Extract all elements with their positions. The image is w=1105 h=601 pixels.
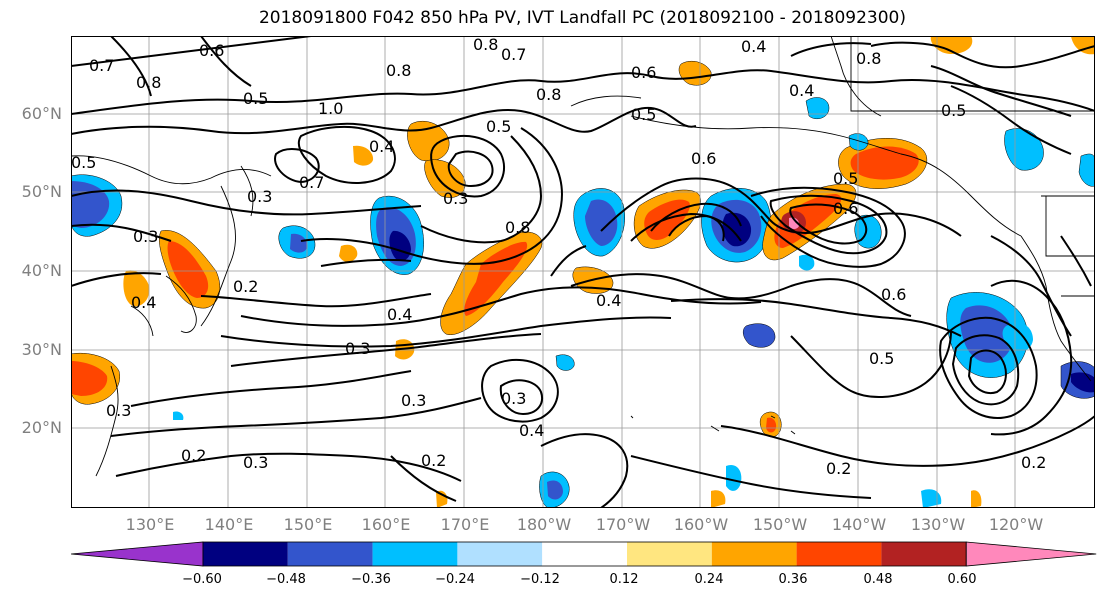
contour-label: 0.2	[233, 277, 258, 296]
colorbar-bins	[71, 541, 1097, 567]
lon-label-130w: 130°W	[910, 515, 966, 534]
colorbar-bin	[796, 542, 882, 566]
map-title: 2018091800 F042 850 hPa PV, IVT Landfall…	[258, 8, 906, 28]
contour-label: 0.3	[501, 389, 526, 408]
contour-label: 0.2	[1021, 453, 1046, 472]
contour-label: 0.6	[881, 285, 906, 304]
colorbar-tick-label: −0.24	[435, 572, 475, 587]
colorbar-tick-label: 0.48	[863, 572, 893, 587]
contour-label: 0.3	[106, 401, 131, 420]
contour-label: 0.5	[833, 169, 858, 188]
colorbar-frame	[202, 541, 967, 567]
colorbar-bin	[287, 542, 373, 566]
colorbar-tick-label: 0.12	[609, 572, 639, 587]
contour-label: 0.3	[247, 187, 272, 206]
colorbar	[71, 541, 1097, 567]
contour-label: 0.4	[519, 421, 544, 440]
contour-label: 1.0	[318, 99, 343, 118]
lon-label-160w: 160°W	[673, 515, 729, 534]
coastlines	[71, 36, 1095, 477]
contour-label: 0.8	[536, 85, 561, 104]
colorbar-bin	[711, 542, 797, 566]
contour-labels: 0.8 0.7 0.6 0.7 0.8 0.5 1.0 0.5 0.7 0.3 …	[71, 36, 1046, 478]
contour-label: 0.7	[501, 45, 526, 64]
contour-label: 0.5	[243, 89, 268, 108]
colorbar-extension-high	[965, 541, 1097, 567]
contour-label: 0.4	[369, 137, 394, 156]
lat-label-20: 20°N	[21, 418, 62, 437]
contour-label: 0.3	[243, 453, 268, 472]
contour-label: 0.4	[789, 81, 814, 100]
lon-label-170w: 170°W	[595, 515, 651, 534]
contour-label: 0.6	[833, 199, 858, 218]
contour-label: 0.7	[299, 173, 324, 192]
colorbar-tick-label: −0.12	[520, 572, 560, 587]
contour-label: 0.6	[691, 149, 716, 168]
contour-label: 0.8	[136, 73, 161, 92]
colorbar-tick-label: 0.36	[778, 572, 808, 587]
contour-label: 0.5	[941, 101, 966, 120]
contour-label: 0.5	[631, 105, 656, 124]
colorbar-tick-label: −0.36	[351, 572, 391, 587]
graticule	[71, 36, 1095, 508]
contour-label: 0.4	[741, 37, 766, 56]
contour-label: 0.4	[596, 291, 621, 310]
contour-label: 0.5	[486, 117, 511, 136]
colorbar-bin	[372, 542, 458, 566]
colorbar-bin	[203, 542, 288, 566]
pv-contours	[71, 36, 1095, 508]
colorbar-bin	[627, 542, 712, 566]
colorbar-bin	[881, 542, 967, 566]
contour-label: 0.4	[131, 293, 156, 312]
contour-label: 0.2	[181, 446, 206, 465]
contour-label: 0.8	[386, 61, 411, 80]
lat-label-30: 30°N	[21, 340, 62, 359]
contour-label: 0.7	[89, 56, 114, 75]
contour-label: 0.6	[631, 63, 656, 82]
colorbar-bin	[542, 542, 627, 566]
colorbar-tick-label: −0.48	[266, 572, 306, 587]
contour-label: 0.2	[421, 451, 446, 470]
colorbar-bin	[457, 542, 543, 566]
contour-label: 0.3	[345, 339, 370, 358]
lon-label-150e: 150°E	[283, 515, 333, 534]
contour-label: 0.3	[401, 391, 426, 410]
lat-label-40: 40°N	[21, 261, 62, 280]
lon-label-170e: 170°E	[440, 515, 490, 534]
contour-label: 0.5	[869, 349, 894, 368]
contour-label: 0.6	[199, 41, 224, 60]
shading-layer	[71, 36, 1095, 508]
contour-label: 0.8	[856, 49, 881, 68]
contour-label: 0.5	[71, 153, 96, 172]
contour-label: 0.3	[133, 227, 158, 246]
colorbar-tick-label: −0.60	[182, 572, 222, 587]
map-plot: 0.8 0.7 0.6 0.7 0.8 0.5 1.0 0.5 0.7 0.3 …	[71, 36, 1095, 508]
contour-label: 0.8	[473, 36, 498, 54]
contour-label: 0.4	[387, 305, 412, 324]
lon-label-160e: 160°E	[361, 515, 411, 534]
map-frame	[71, 36, 1095, 508]
lon-label-120w: 120°W	[988, 515, 1044, 534]
contour-label: 0.3	[443, 189, 468, 208]
lon-label-140e: 140°E	[204, 515, 254, 534]
lat-label-60: 60°N	[21, 104, 62, 123]
lat-label-50: 50°N	[21, 182, 62, 201]
lon-label-150w: 150°W	[752, 515, 808, 534]
colorbar-extension-low	[71, 541, 204, 567]
colorbar-tick-label: 0.24	[694, 572, 724, 587]
colorbar-tick-label: 0.60	[947, 572, 977, 587]
lon-label-130e: 130°E	[125, 515, 175, 534]
contour-label: 0.8	[505, 218, 530, 237]
contour-label: 0.2	[826, 459, 851, 478]
lon-label-140w: 140°W	[831, 515, 887, 534]
lon-label-180w: 180°W	[516, 515, 572, 534]
